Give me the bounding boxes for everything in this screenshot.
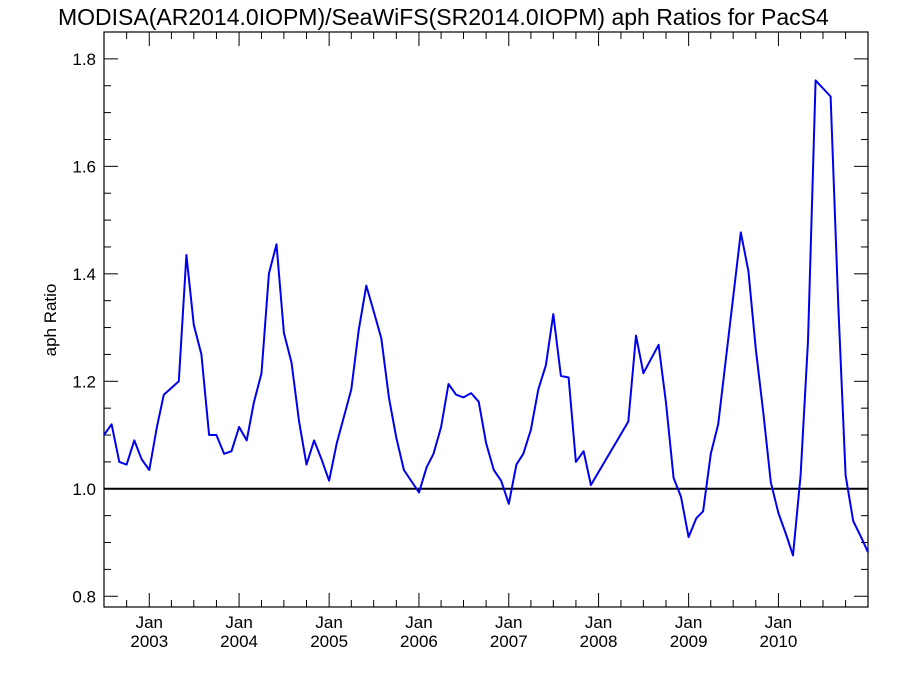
x-tick-month-label: Jan xyxy=(225,613,252,632)
x-tick-year-label: 2004 xyxy=(220,632,258,651)
x-tick-year-label: 2008 xyxy=(580,632,618,651)
y-tick-label: 1.2 xyxy=(72,372,96,391)
x-tick-month-label: Jan xyxy=(315,613,342,632)
series-group xyxy=(103,79,869,557)
x-tick-month-label: Jan xyxy=(136,613,163,632)
x-tick-year-label: 2009 xyxy=(670,632,708,651)
y-tick-label: 0.8 xyxy=(72,587,96,606)
y-tick-label: 1.8 xyxy=(72,50,96,69)
x-tick-month-label: Jan xyxy=(765,613,792,632)
x-tick-month-label: Jan xyxy=(495,613,522,632)
x-tick-year-label: 2005 xyxy=(310,632,348,651)
y-tick-label: 1.0 xyxy=(72,480,96,499)
x-tick-year-label: 2007 xyxy=(490,632,528,651)
series-line-aph-ratio xyxy=(103,79,869,557)
y-axis-label: aph Ratio xyxy=(41,284,60,357)
x-tick-month-label: Jan xyxy=(675,613,702,632)
x-tick-month-label: Jan xyxy=(405,613,432,632)
x-tick-year-label: 2010 xyxy=(760,632,798,651)
chart-title: MODISA(AR2014.0IOPM)/SeaWiFS(SR2014.0IOP… xyxy=(58,4,829,30)
x-tick-year-label: 2003 xyxy=(130,632,168,651)
x-tick-month-label: Jan xyxy=(585,613,612,632)
x-tick-year-label: 2006 xyxy=(400,632,438,651)
y-tick-label: 1.4 xyxy=(72,265,96,284)
x-axis-ticks: Jan2003Jan2004Jan2005Jan2006Jan2007Jan20… xyxy=(126,32,847,651)
y-axis-ticks: 0.8 1.0 1.2 1.4 1.6 1.8 xyxy=(72,31,868,606)
y-tick-label: 1.6 xyxy=(72,157,96,176)
